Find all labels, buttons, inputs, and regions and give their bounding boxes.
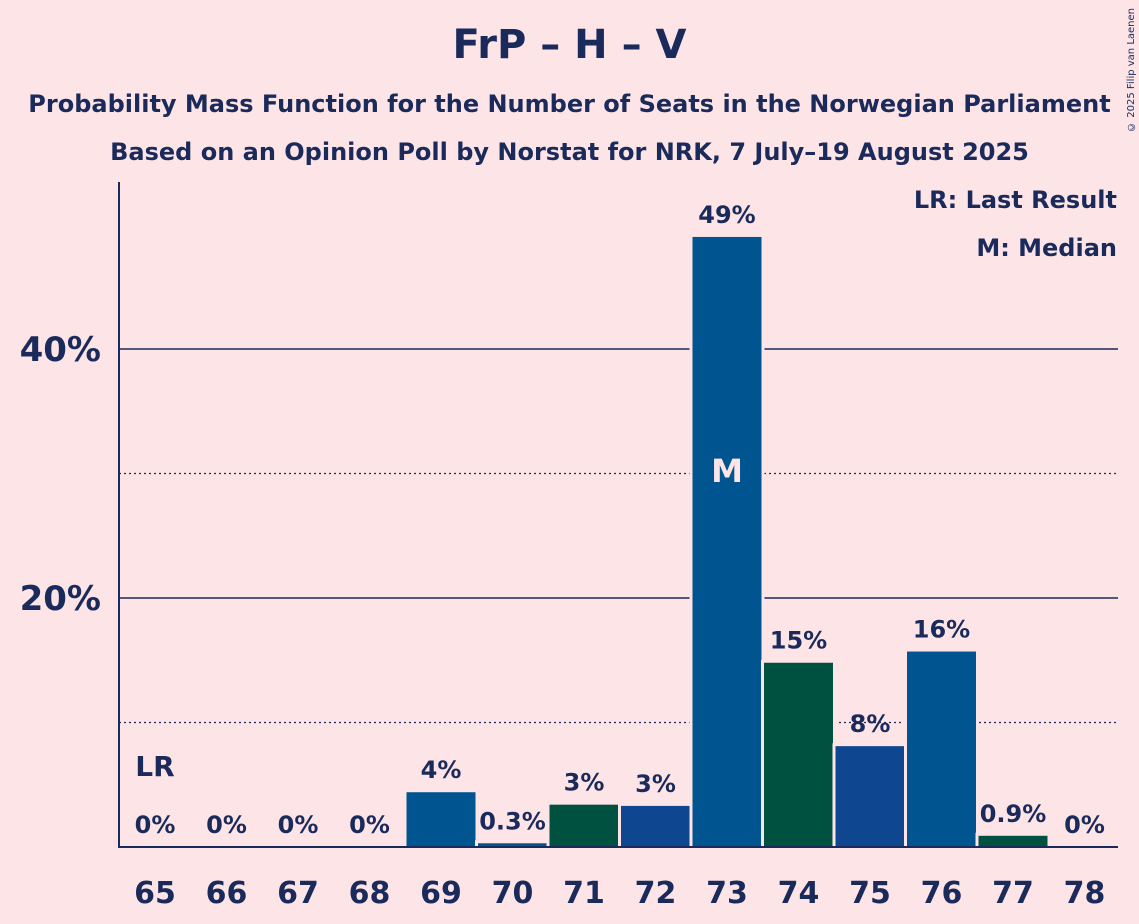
data-label: 0% bbox=[1064, 811, 1105, 839]
data-label: 0.9% bbox=[980, 800, 1047, 828]
x-tick-label: 72 bbox=[635, 876, 677, 911]
x-tick-label: 67 bbox=[277, 876, 319, 911]
data-label: 3% bbox=[564, 769, 605, 797]
data-label: 16% bbox=[913, 616, 970, 644]
data-label: 3% bbox=[635, 770, 676, 798]
x-tick-label: 71 bbox=[563, 876, 605, 911]
x-tick-label: 69 bbox=[420, 876, 462, 911]
x-tick-label: 65 bbox=[134, 876, 176, 911]
last-result-marker: LR bbox=[135, 750, 174, 783]
chart-title: FrP – H – V bbox=[452, 22, 687, 68]
bar bbox=[478, 843, 547, 847]
bar bbox=[406, 792, 476, 847]
data-label: 49% bbox=[698, 201, 755, 229]
data-label: 0.3% bbox=[479, 807, 546, 835]
bar bbox=[692, 236, 762, 847]
bar bbox=[764, 662, 833, 847]
data-label: 15% bbox=[770, 627, 827, 655]
x-tick-label: 78 bbox=[1064, 876, 1106, 911]
x-tick-label: 76 bbox=[921, 876, 963, 911]
x-tick-label: 77 bbox=[992, 876, 1034, 911]
bar bbox=[978, 835, 1048, 847]
chart-source-line: Based on an Opinion Poll by Norstat for … bbox=[110, 138, 1029, 166]
median-marker: M bbox=[711, 452, 743, 490]
y-tick-label: 20% bbox=[20, 579, 101, 619]
x-tick-label: 68 bbox=[349, 876, 391, 911]
bar bbox=[907, 651, 976, 847]
data-label: 0% bbox=[206, 811, 247, 839]
x-tick-label: 75 bbox=[849, 876, 891, 911]
x-tick-label: 74 bbox=[778, 876, 820, 911]
bar bbox=[621, 805, 690, 847]
data-label: 0% bbox=[135, 811, 176, 839]
x-tick-label: 70 bbox=[492, 876, 534, 911]
data-label: 8% bbox=[850, 710, 891, 738]
bar bbox=[835, 746, 905, 847]
data-label: 4% bbox=[421, 756, 462, 784]
data-label: 0% bbox=[349, 811, 390, 839]
chart-subtitle: Probability Mass Function for the Number… bbox=[28, 90, 1111, 118]
x-tick-label: 66 bbox=[206, 876, 248, 911]
bar bbox=[549, 804, 619, 847]
x-tick-label: 73 bbox=[706, 876, 748, 911]
legend-last-result: LR: Last Result bbox=[913, 186, 1117, 214]
legend-median: M: Median bbox=[976, 234, 1117, 262]
y-tick-label: 40% bbox=[20, 330, 101, 370]
data-label: 0% bbox=[278, 811, 319, 839]
